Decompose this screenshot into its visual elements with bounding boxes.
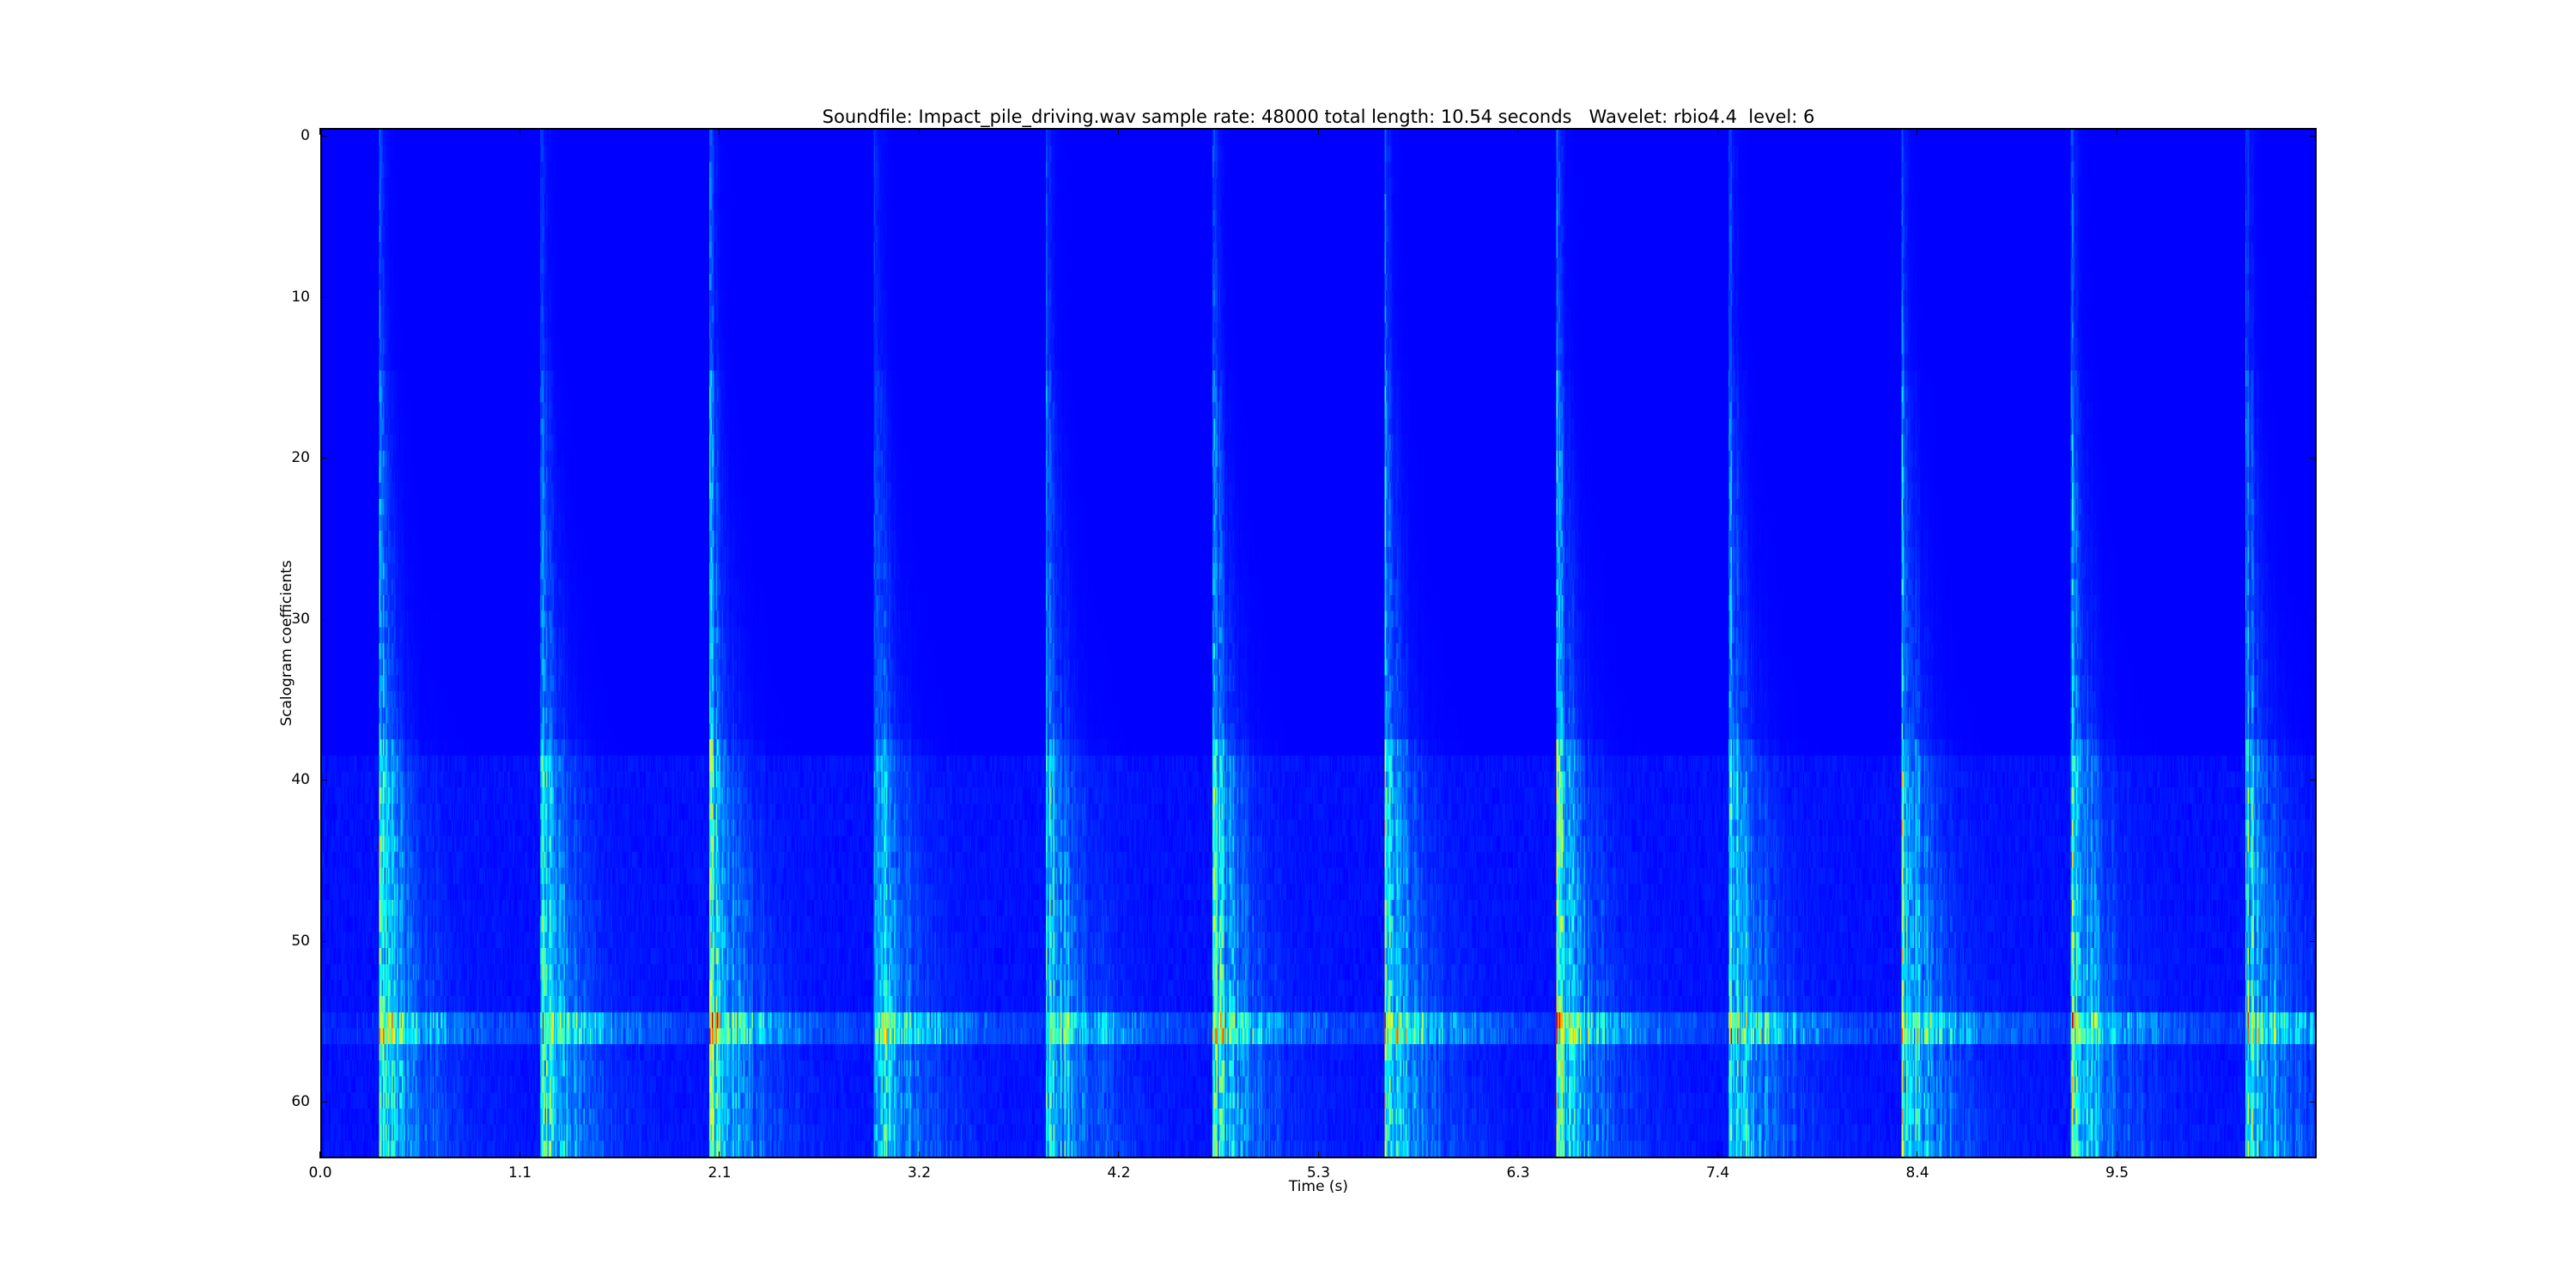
y-tick-label: 60: [291, 1093, 310, 1111]
y-tick-label: 10: [291, 288, 310, 306]
y-tick-label: 40: [291, 771, 310, 789]
x-tick-label: 7.4: [1705, 1164, 1730, 1182]
x-tick-mark: [918, 1151, 920, 1158]
y-tick-mark: [320, 1102, 327, 1103]
x-tick-label: 6.3: [1506, 1164, 1530, 1182]
y-tick-mark: [320, 458, 327, 459]
x-tick-label: 2.1: [708, 1164, 732, 1182]
y-tick-mark: [2310, 296, 2317, 298]
y-tick-label: 30: [291, 610, 310, 628]
y-tick-mark: [2310, 458, 2317, 459]
x-tick-mark: [519, 128, 520, 135]
x-tick-mark: [519, 1151, 520, 1158]
x-tick-mark: [1118, 128, 1119, 135]
y-tick-mark: [2310, 780, 2317, 781]
y-tick-mark: [320, 780, 327, 781]
x-tick-label: 1.1: [507, 1164, 532, 1182]
x-tick-mark: [1118, 1151, 1119, 1158]
x-tick-mark: [1317, 128, 1319, 135]
y-tick-mark: [320, 296, 327, 298]
y-tick-mark: [2310, 1102, 2317, 1103]
y-tick-mark: [2310, 136, 2317, 137]
x-tick-mark: [719, 1151, 720, 1158]
y-axis-label: Scalogram coefficients: [278, 560, 295, 726]
y-tick-mark: [320, 136, 327, 137]
x-tick-mark: [1716, 1151, 1718, 1158]
y-tick-mark: [2310, 618, 2317, 620]
y-tick-mark: [2310, 940, 2317, 942]
x-tick-label: 5.3: [1306, 1164, 1331, 1182]
x-tick-label: 4.2: [1107, 1164, 1131, 1182]
plot-area: [320, 128, 2317, 1158]
x-tick-mark: [918, 128, 920, 135]
y-tick-mark: [320, 618, 327, 620]
chart-title: Soundfile: Impact_pile_driving.wav sampl…: [822, 106, 1815, 127]
x-tick-mark: [1517, 1151, 1518, 1158]
y-tick-label: 0: [301, 127, 310, 145]
x-tick-mark: [719, 128, 720, 135]
x-tick-label: 9.5: [2105, 1164, 2129, 1182]
scalogram-heatmap: [322, 130, 2315, 1157]
y-tick-mark: [320, 940, 327, 942]
x-tick-label: 8.4: [1905, 1164, 1929, 1182]
y-tick-label: 20: [291, 449, 310, 467]
x-tick-mark: [1317, 1151, 1319, 1158]
x-axis-label: Time (s): [1288, 1178, 1349, 1195]
y-tick-label: 50: [291, 932, 310, 950]
x-tick-mark: [319, 1151, 320, 1158]
x-tick-label: 0.0: [308, 1164, 332, 1182]
x-tick-label: 3.2: [907, 1164, 932, 1182]
x-tick-mark: [319, 128, 320, 135]
x-tick-mark: [1517, 128, 1518, 135]
x-tick-mark: [1716, 128, 1718, 135]
